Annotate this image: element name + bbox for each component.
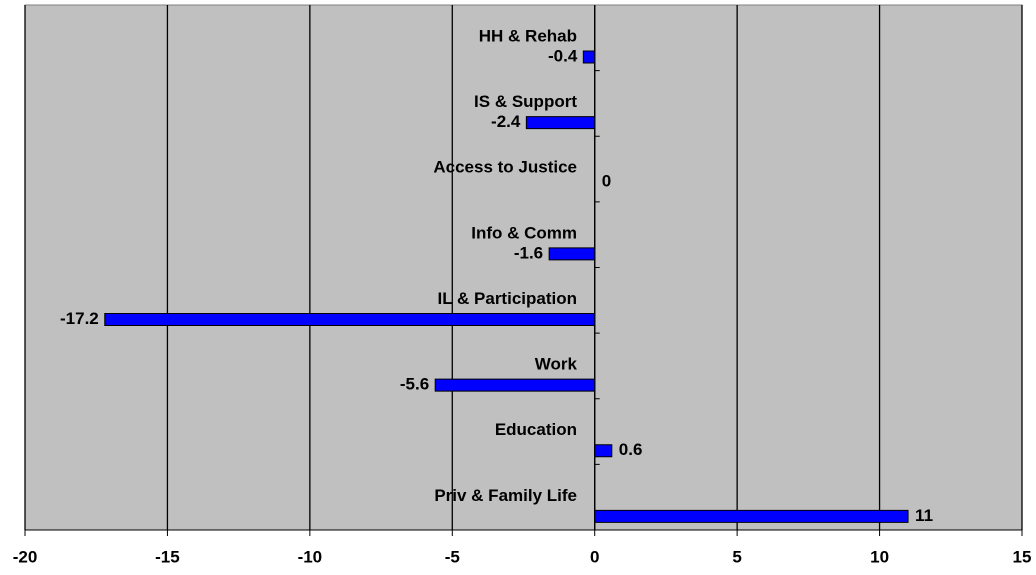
value-label: -5.6	[400, 375, 429, 394]
plot-area	[24, 4, 1023, 531]
category-label: Education	[495, 420, 577, 439]
x-tick-label: 10	[870, 547, 889, 566]
category-label: Work	[535, 355, 578, 374]
bar	[104, 313, 596, 326]
value-label: 0.6	[619, 440, 643, 459]
x-tick-label: -10	[298, 547, 323, 566]
bar	[594, 509, 909, 523]
bar	[434, 378, 596, 392]
value-label: 0	[602, 172, 611, 191]
x-tick-label: 15	[1013, 547, 1032, 566]
x-tick-label: -20	[13, 547, 38, 566]
value-label: 11	[915, 506, 933, 525]
category-label: IL & Participation	[438, 289, 578, 308]
bar	[582, 50, 596, 64]
category-label: Priv & Family Life	[434, 486, 577, 505]
x-tick-label: 5	[732, 547, 741, 566]
x-tick-label: -5	[445, 547, 460, 566]
bar	[594, 444, 613, 458]
value-label: -17.2	[60, 309, 99, 328]
category-label: HH & Rehab	[479, 26, 577, 45]
category-label: Access to Justice	[433, 158, 577, 177]
category-label: Info & Comm	[471, 223, 577, 242]
bar	[548, 247, 596, 261]
value-label: -1.6	[514, 243, 543, 262]
value-label: -2.4	[491, 112, 521, 131]
category-label: IS & Support	[474, 92, 577, 111]
x-tick-label: 0	[590, 547, 599, 566]
x-tick-label: -15	[155, 547, 180, 566]
bar	[525, 116, 596, 130]
value-label: -0.4	[548, 46, 578, 65]
